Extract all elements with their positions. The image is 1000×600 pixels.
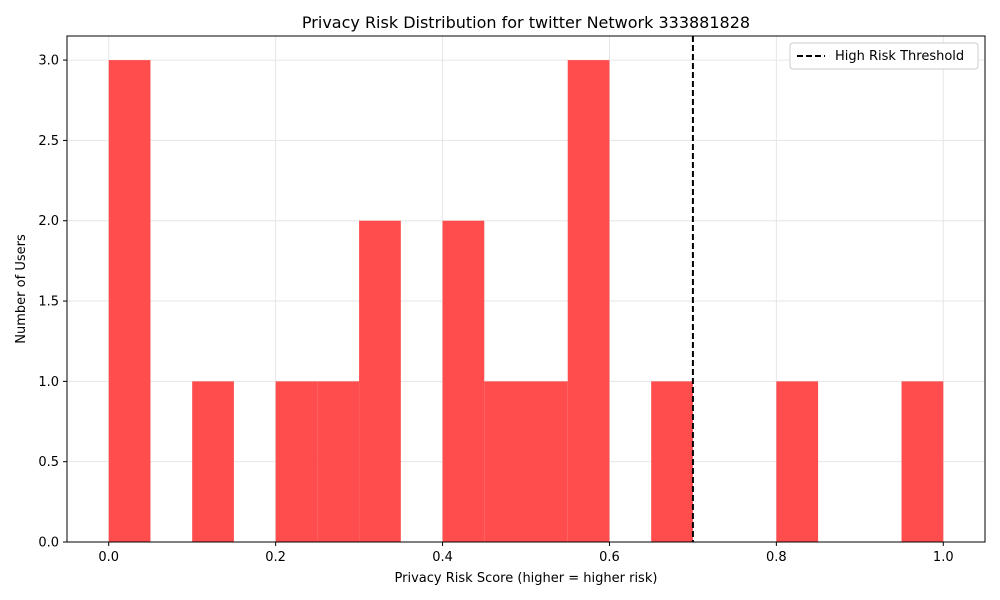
x-tick-label: 0.4 [432, 550, 453, 565]
legend-entry-label: High Risk Threshold [835, 49, 964, 64]
histogram-bar [567, 60, 610, 542]
x-tick-label: 0.6 [599, 550, 620, 565]
histogram-bars [108, 60, 944, 542]
y-tick-label: 0.5 [38, 455, 59, 470]
x-tick-label: 1.0 [933, 550, 954, 565]
x-tick-label: 0.8 [766, 550, 787, 565]
histogram-bar [651, 381, 693, 542]
y-tick-label: 3.0 [38, 54, 59, 69]
x-tick-label: 0.2 [265, 550, 286, 565]
y-axis-label: Number of Users [14, 234, 29, 344]
histogram-bar [359, 220, 401, 542]
y-tick-label: 2.0 [38, 214, 59, 229]
chart-title: Privacy Risk Distribution for twitter Ne… [302, 13, 750, 32]
histogram-bar [442, 220, 485, 542]
histogram-bar [484, 381, 526, 542]
legend: High Risk Threshold [789, 42, 979, 70]
y-tick-label: 0.0 [38, 536, 59, 551]
histogram-bar [901, 381, 944, 542]
x-axis-label: Privacy Risk Score (higher = higher risk… [395, 571, 658, 586]
y-axis-ticks: 0.0 0.5 1.0 1.5 2.0 2.5 3.0 [38, 54, 67, 551]
histogram-bar [776, 381, 819, 542]
x-axis-ticks: 0.0 0.2 0.4 0.6 0.8 1.0 [98, 542, 954, 565]
histogram-bar [192, 381, 234, 542]
x-tick-label: 0.0 [98, 550, 119, 565]
histogram-bar [526, 381, 568, 542]
y-tick-label: 1.0 [38, 375, 59, 390]
y-tick-label: 1.5 [38, 295, 59, 310]
histogram-bar [317, 381, 360, 542]
plot-frame [66, 35, 986, 543]
y-tick-label: 2.5 [38, 134, 59, 149]
legend-box [789, 42, 979, 70]
histogram-bar [108, 60, 151, 542]
histogram-bar [275, 381, 318, 542]
